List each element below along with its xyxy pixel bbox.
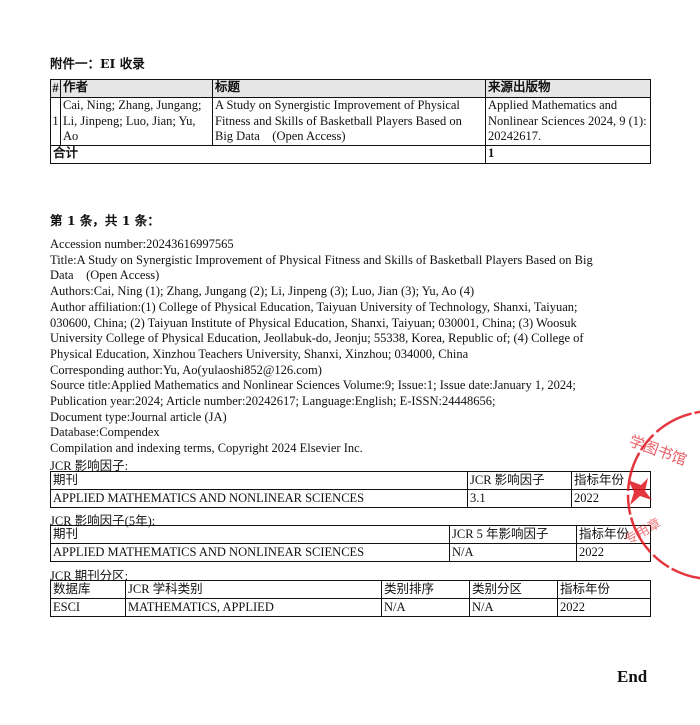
- cell-journal: APPLIED MATHEMATICS AND NONLINEAR SCIENC…: [50, 489, 468, 508]
- header-journal: 期刊: [50, 525, 450, 544]
- cell-database: ESCI: [50, 598, 126, 617]
- record-affiliation: University College of Physical Education…: [50, 331, 584, 346]
- row-source: Applied Mathematics and Nonlinear Scienc…: [485, 97, 651, 146]
- header-title: 标题: [212, 79, 486, 98]
- header-category: JCR 学科类别: [125, 580, 382, 599]
- total-label: 合计: [50, 144, 486, 164]
- source-title: Source title:Applied Mathematics and Non…: [50, 378, 576, 393]
- cell-jcr-if5: N/A: [449, 543, 577, 562]
- svg-text:学图书馆: 学图书馆: [627, 432, 690, 469]
- header-journal: 期刊: [50, 471, 468, 490]
- header-quartile: 类别分区: [469, 580, 558, 599]
- record-title-line: Title:A Study on Synergistic Improvement…: [50, 252, 593, 267]
- jcr-quartile-label: JCR 期刊分区:: [50, 569, 129, 583]
- cell-category: MATHEMATICS, APPLIED: [125, 598, 382, 617]
- header-jcr-if: JCR 影响因子: [467, 471, 572, 490]
- cell-year: 2022: [557, 598, 651, 617]
- jcr-if5-label: JCR 影响因子(5年):: [50, 514, 156, 528]
- record-affiliation: 030600, China; (2) Taiyuan Institute of …: [50, 315, 577, 330]
- record-authors: Authors:Cai, Ning (1); Zhang, Jungang (2…: [50, 284, 475, 299]
- record-title-line: Data (Open Access): [50, 268, 160, 283]
- header-rank: 类别排序: [381, 580, 470, 599]
- copyright: Compilation and indexing terms, Copyrigh…: [50, 441, 363, 456]
- page-heading: 附件一：EI 收录: [50, 56, 145, 71]
- jcr-if-table: 期刊 JCR 影响因子 指标年份 APPLIED MATHEMATICS AND…: [50, 471, 651, 508]
- jcr-if-label: JCR 影响因子:: [50, 459, 129, 473]
- header-source: 来源出版物: [485, 79, 651, 98]
- jcr-if5-table: 期刊 JCR 5 年影响因子 指标年份 APPLIED MATHEMATICS …: [50, 525, 651, 562]
- row-num: 1: [50, 97, 61, 146]
- record-heading: 第 1 条，共 1 条：: [50, 213, 160, 228]
- cell-quartile: N/A: [469, 598, 558, 617]
- header-num: #: [50, 79, 61, 98]
- record-affiliation: Physical Education, Xinzhou Teachers Uni…: [50, 346, 469, 361]
- jcr-quartile-table: 数据库 JCR 学科类别 类别排序 类别分区 指标年份 ESCI MATHEMA…: [50, 580, 651, 617]
- cell-rank: N/A: [381, 598, 470, 617]
- stamp-star-icon: [628, 478, 652, 505]
- header-jcr-if5: JCR 5 年影响因子: [449, 525, 577, 544]
- header-year: 指标年份: [557, 580, 651, 599]
- document-type: Document type:Journal article (JA): [50, 409, 227, 424]
- record-details: Accession number:20243616997565 Title:A …: [50, 237, 650, 457]
- accession-number: Accession number:20243616997565: [50, 237, 234, 251]
- record-affiliation: Author affiliation:(1) College of Physic…: [50, 299, 578, 314]
- row-authors: Cai, Ning; Zhang, Jungang; Li, Jinpeng; …: [60, 97, 213, 146]
- row-title: A Study on Synergistic Improvement of Ph…: [212, 97, 486, 146]
- ei-summary-table: # 作者 标题 来源出版物 1 Cai, Ning; Zhang, Jungan…: [50, 79, 651, 164]
- header-database: 数据库: [50, 580, 126, 599]
- end-marker: End: [617, 667, 648, 686]
- library-stamp: 学图书馆 专用章: [622, 410, 700, 580]
- cell-journal: APPLIED MATHEMATICS AND NONLINEAR SCIENC…: [50, 543, 450, 562]
- total-value: 1: [485, 144, 651, 164]
- publication-info: Publication year:2024; Article number:20…: [50, 394, 496, 409]
- cell-jcr-if: 3.1: [467, 489, 572, 508]
- database: Database:Compendex: [50, 425, 160, 440]
- corresponding-author: Corresponding author:Yu, Ao(yulaoshi852@…: [50, 362, 322, 377]
- header-authors: 作者: [60, 79, 213, 98]
- cell-year: 2022: [576, 543, 651, 562]
